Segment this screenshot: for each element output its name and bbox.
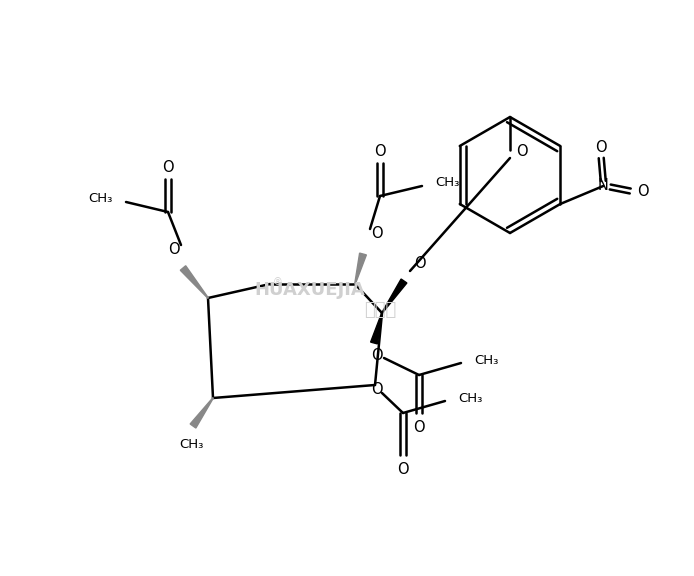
Polygon shape [190, 398, 213, 428]
Text: O: O [637, 184, 649, 199]
Text: O: O [371, 382, 383, 397]
Polygon shape [371, 313, 382, 344]
Text: HUAXUEJIA: HUAXUEJIA [255, 281, 365, 299]
Text: ®: ® [273, 277, 283, 287]
Text: O: O [371, 347, 383, 362]
Text: CH₃: CH₃ [435, 176, 459, 188]
Text: O: O [595, 141, 607, 156]
Polygon shape [355, 253, 366, 284]
Text: O: O [413, 419, 425, 434]
Text: 化学加: 化学加 [364, 301, 396, 319]
Text: O: O [169, 242, 180, 257]
Polygon shape [180, 266, 208, 298]
Text: CH₃: CH₃ [474, 354, 498, 366]
Text: N: N [598, 179, 609, 194]
Text: CH₃: CH₃ [89, 191, 113, 204]
Text: O: O [516, 143, 527, 158]
Text: O: O [374, 143, 386, 158]
Text: O: O [414, 256, 425, 271]
Text: O: O [371, 226, 382, 241]
Text: CH₃: CH₃ [179, 438, 203, 450]
Text: CH₃: CH₃ [458, 392, 482, 404]
Text: O: O [397, 461, 409, 476]
Polygon shape [382, 279, 407, 313]
Text: O: O [162, 160, 174, 175]
